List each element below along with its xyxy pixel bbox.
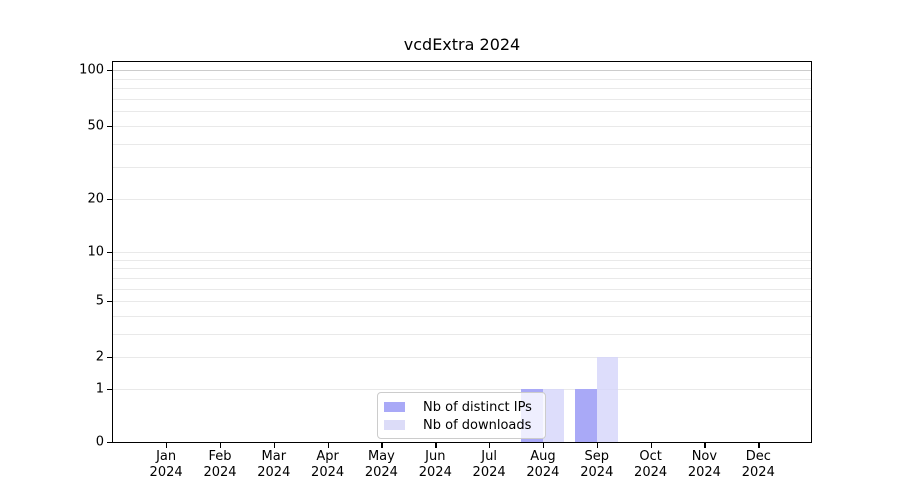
gridline: [113, 111, 811, 113]
y-tick-mark: [107, 388, 113, 391]
x-axis-tick-label: Apr 2024: [311, 449, 345, 480]
gridline: [113, 388, 811, 390]
x-tick-mark: [596, 442, 599, 448]
x-tick-mark: [758, 442, 760, 448]
x-tick-mark: [542, 442, 545, 448]
gridline: [113, 288, 811, 290]
y-axis-tick-label: 2: [95, 349, 104, 365]
x-tick-mark: [704, 442, 706, 448]
gridline: [113, 198, 811, 200]
legend: Nb of distinct IPs Nb of downloads: [377, 392, 546, 439]
x-axis-tick-label: Feb 2024: [203, 449, 237, 480]
bar-downloads: [542, 388, 565, 442]
gridline: [113, 315, 811, 317]
y-tick-mark: [107, 251, 113, 254]
legend-item-downloads: Nb of downloads: [384, 417, 537, 434]
y-axis-tick-label: 5: [95, 293, 104, 309]
y-tick-mark: [107, 198, 113, 201]
gridline: [113, 98, 811, 100]
chart-title: vcdExtra 2024: [403, 35, 521, 54]
x-tick-mark: [220, 442, 222, 448]
x-axis-tick-label: Jan 2024: [149, 449, 183, 480]
y-tick-mark: [107, 69, 113, 72]
x-tick-mark: [327, 442, 329, 448]
gridline: [113, 268, 811, 270]
x-axis-tick-label: May 2024: [364, 449, 398, 480]
x-axis-tick-label: Jul 2024: [472, 449, 506, 480]
bar-distinct-ips: [575, 388, 597, 442]
y-axis-tick-label: 20: [87, 191, 104, 207]
legend-label-downloads: Nb of downloads: [423, 417, 532, 433]
x-tick-mark: [435, 442, 437, 448]
gridline: [113, 251, 811, 253]
x-axis-tick-label: Oct 2024: [634, 449, 668, 480]
x-axis-tick-label: Aug 2024: [526, 449, 560, 480]
x-axis-tick-label: Nov 2024: [687, 449, 721, 480]
x-tick-mark: [650, 442, 652, 448]
gridline: [113, 356, 811, 358]
y-axis-tick-label: 10: [87, 244, 104, 260]
x-axis-tick-label: Jun 2024: [418, 449, 452, 480]
gridline: [113, 126, 811, 128]
legend-swatch-downloads-icon: [384, 420, 405, 430]
y-tick-mark: [107, 126, 113, 128]
gridline: [113, 144, 811, 145]
legend-item-distinct-ips: Nb of distinct IPs: [384, 399, 537, 416]
gridline: [113, 301, 811, 302]
x-tick-mark: [381, 442, 383, 448]
legend-swatch-distinct-ips-icon: [384, 402, 405, 412]
gridline: [113, 277, 811, 279]
y-axis-tick-label: 0: [95, 434, 104, 450]
y-axis-tick-label: 100: [79, 62, 104, 78]
y-tick-mark: [107, 301, 113, 303]
x-axis-tick-label: Dec 2024: [741, 449, 775, 480]
legend-label-distinct-ips: Nb of distinct IPs: [423, 399, 532, 415]
gridline: [113, 333, 811, 335]
x-tick-mark: [166, 442, 168, 448]
x-axis-tick-label: Mar 2024: [257, 449, 291, 480]
x-tick-mark: [489, 442, 491, 448]
gridline: [113, 88, 811, 90]
gridline: [113, 69, 811, 71]
y-axis-tick-label: 1: [95, 381, 104, 397]
x-axis-tick-label: Sep 2024: [580, 449, 614, 480]
y-tick-mark: [107, 356, 113, 358]
bar-downloads: [596, 356, 619, 442]
gridline: [113, 167, 811, 168]
y-tick-mark: [107, 442, 113, 444]
gridline: [113, 78, 811, 80]
gridline: [113, 259, 811, 261]
x-tick-mark: [273, 442, 276, 448]
y-axis-tick-label: 50: [87, 118, 104, 134]
